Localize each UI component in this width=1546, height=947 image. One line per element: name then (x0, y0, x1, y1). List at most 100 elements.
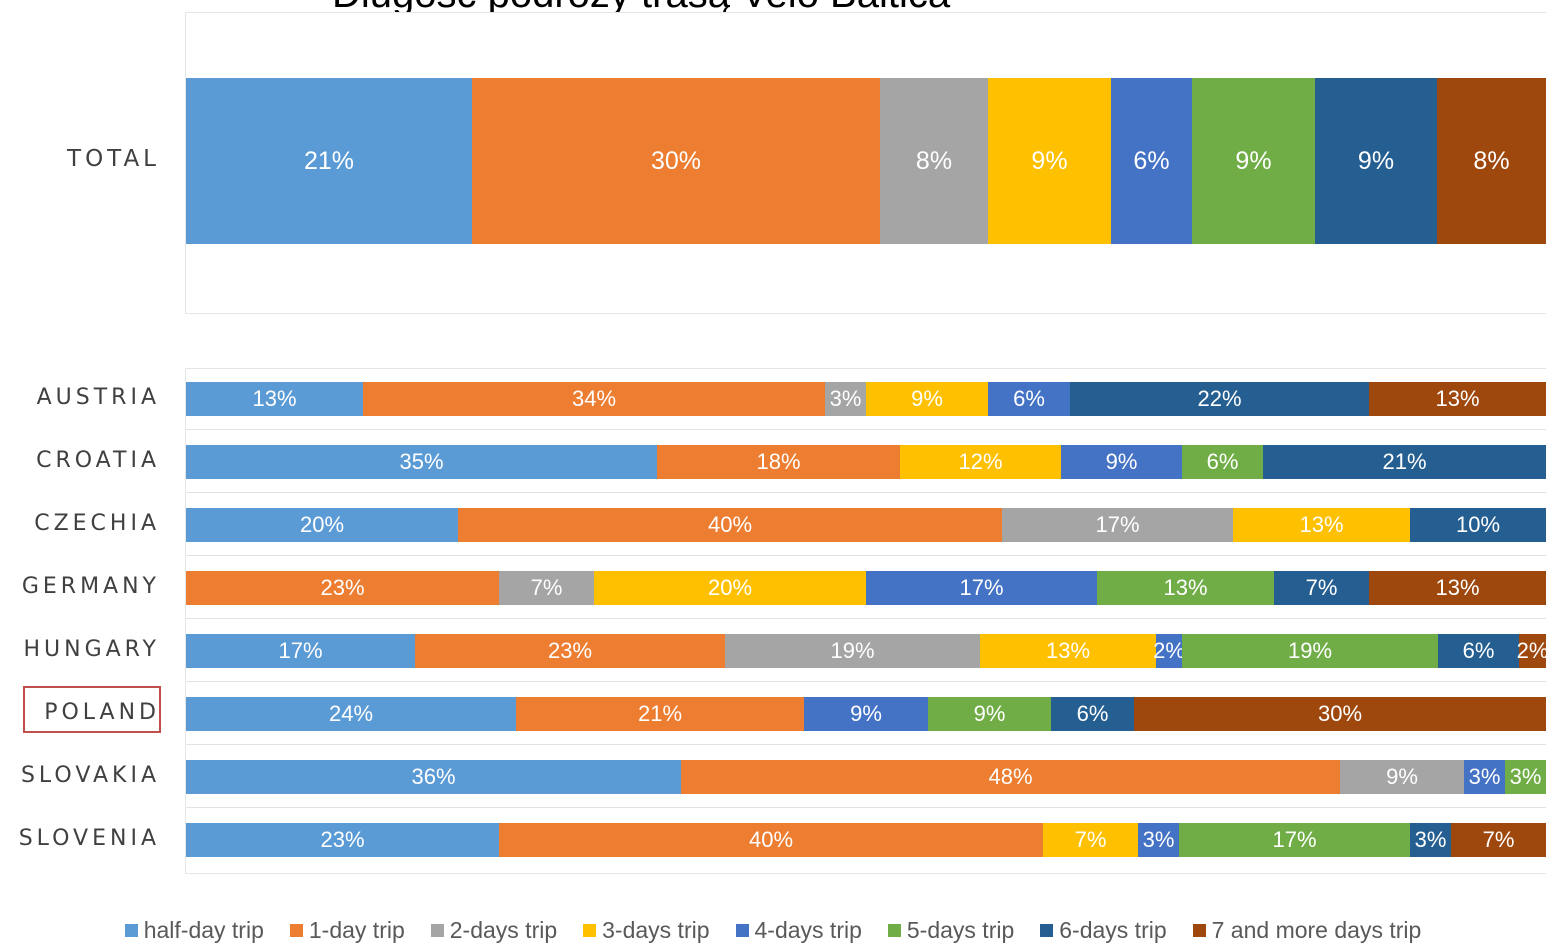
bar-slovenia-4-days-trip: 3% (1138, 823, 1179, 857)
countries-plot-area (185, 368, 1546, 874)
bar-total-1-day-trip: 30% (472, 78, 880, 244)
legend-item-half-day-trip: half-day trip (124, 917, 264, 944)
data-label: 6% (1206, 449, 1239, 474)
data-label: 23% (547, 638, 593, 663)
bar-row-hungary: 17% 23% 19% 13% 2% 19% 6% 2% (186, 634, 1546, 668)
data-label: 9% (973, 701, 1006, 726)
data-label: 13% (1299, 512, 1344, 537)
legend-label: 2-days trip (449, 917, 558, 943)
bar-poland-4-days-trip: 9% (804, 697, 928, 731)
bar-row-germany: 23% 7% 20% 17% 13% 7% 13% (186, 571, 1546, 605)
data-label: 7% (1305, 575, 1338, 600)
data-label: 3% (1414, 827, 1447, 852)
legend-item-1-day-trip: 1-day trip (289, 917, 405, 944)
data-label: 10% (1455, 512, 1501, 537)
data-label: 9% (850, 701, 882, 726)
bar-poland-half-day-trip: 24% (186, 697, 516, 731)
bar-hungary-3-days-trip: 13% (980, 634, 1156, 668)
legend-item-3-days-trip: 3-days trip (583, 917, 710, 944)
data-label: 19% (830, 638, 875, 663)
bar-row-slovenia: 23% 40% 7% 3% 17% 3% 7% (186, 823, 1546, 857)
data-label: 40% (748, 827, 794, 852)
data-label: 35% (399, 449, 444, 474)
bar-germany-2-days-trip: 7% (499, 571, 594, 605)
bar-slovakia-4-days-trip: 3% (1464, 760, 1505, 794)
bar-slovenia-7-and-more-days-trip: 7% (1451, 823, 1546, 857)
legend-label: 4-days trip (754, 917, 862, 943)
category-label-total: TOTAL (67, 146, 160, 172)
bar-austria-half-day-trip: 13% (186, 382, 363, 416)
legend-label: 1-day trip (308, 917, 405, 943)
data-label: 3% (1509, 764, 1542, 789)
bar-czechia-1-day-trip: 40% (458, 508, 1002, 542)
category-label-germany: GERMANY (21, 574, 160, 599)
data-label: 19% (1287, 638, 1333, 663)
bar-poland-6-days-trip: 6% (1051, 697, 1134, 731)
data-label: 21% (637, 701, 683, 726)
bar-total-7-and-more-days-trip: 8% (1437, 78, 1546, 244)
data-label: 6% (1013, 386, 1045, 411)
data-label: 24% (328, 701, 374, 726)
data-label: 3% (1468, 764, 1501, 789)
data-label: 23% (320, 575, 365, 600)
data-label: 20% (299, 512, 345, 537)
category-label-austria: AUSTRIA (36, 385, 160, 410)
bar-slovenia-5-days-trip: 17% (1179, 823, 1410, 857)
bar-slovenia-3-days-trip: 7% (1043, 823, 1138, 857)
data-label: 6% (1462, 638, 1495, 663)
bar-total-4-days-trip: 6% (1111, 78, 1192, 244)
data-label: 2% (1516, 638, 1546, 663)
bar-austria-6-days-trip: 22% (1070, 382, 1369, 416)
data-label: 9% (911, 386, 943, 411)
data-label: 7% (1074, 827, 1107, 852)
bar-row-croatia: 35% 18% 12% 9% 6% 21% (186, 445, 1546, 479)
data-label: 20% (707, 575, 753, 600)
legend-swatch (887, 924, 901, 937)
bar-slovakia-1-day-trip: 48% (681, 760, 1340, 794)
bar-hungary-7-and-more-days-trip: 2% (1516, 634, 1546, 668)
data-label: 9% (1357, 146, 1395, 175)
bar-croatia-3-days-trip: 12% (900, 445, 1061, 479)
bar-poland-5-days-trip: 9% (928, 697, 1051, 731)
data-label: 9% (1105, 449, 1138, 474)
legend-swatch (735, 924, 749, 937)
data-label: 13% (1045, 638, 1091, 663)
row-separator (186, 681, 1546, 682)
bar-hungary-2-days-trip: 19% (725, 634, 980, 668)
bar-austria-7-and-more-days-trip: 13% (1369, 382, 1546, 416)
row-separator (186, 429, 1546, 430)
bar-croatia-5-days-trip: 6% (1182, 445, 1263, 479)
data-label: 7% (1482, 827, 1515, 852)
legend-label: 3-days trip (602, 917, 710, 943)
bar-croatia-6-days-trip: 21% (1263, 445, 1546, 479)
bar-hungary-1-day-trip: 23% (415, 634, 725, 668)
bar-austria-2-days-trip: 3% (825, 382, 866, 416)
bar-croatia-half-day-trip: 35% (186, 445, 657, 479)
row-separator (186, 807, 1546, 808)
legend-label: 7 and more days trip (1211, 917, 1422, 943)
data-label: 6% (1076, 701, 1109, 726)
bar-austria-3-days-trip: 9% (866, 382, 988, 416)
data-label: 40% (707, 512, 753, 537)
bar-slovakia-half-day-trip: 36% (186, 760, 681, 794)
data-label: 23% (320, 827, 365, 852)
data-label: 9% (1031, 146, 1068, 175)
data-label: 9% (1235, 146, 1272, 175)
legend: half-day trip 1-day trip 2-days trip 3-days… (0, 914, 1546, 947)
bar-total-6-days-trip: 9% (1315, 78, 1437, 244)
bar-czechia-6-days-trip: 10% (1410, 508, 1546, 542)
bar-hungary-5-days-trip: 19% (1182, 634, 1438, 668)
bar-slovenia-half-day-trip: 23% (186, 823, 499, 857)
bar-total-3-days-trip: 9% (988, 78, 1111, 244)
data-label: 7% (530, 575, 563, 600)
data-label: 17% (959, 575, 1004, 600)
bar-germany-7-and-more-days-trip: 13% (1369, 571, 1546, 605)
bar-total-5-days-trip: 9% (1192, 78, 1315, 244)
bar-czechia-2-days-trip: 17% (1002, 508, 1233, 542)
row-separator (186, 744, 1546, 745)
bar-row-slovakia: 36% 48% 9% 3% 3% (186, 760, 1546, 794)
category-label-czechia: CZECHIA (34, 511, 160, 536)
data-label: 18% (756, 449, 801, 474)
poland-highlight-box (23, 686, 161, 733)
bar-germany-6-days-trip: 7% (1274, 571, 1369, 605)
